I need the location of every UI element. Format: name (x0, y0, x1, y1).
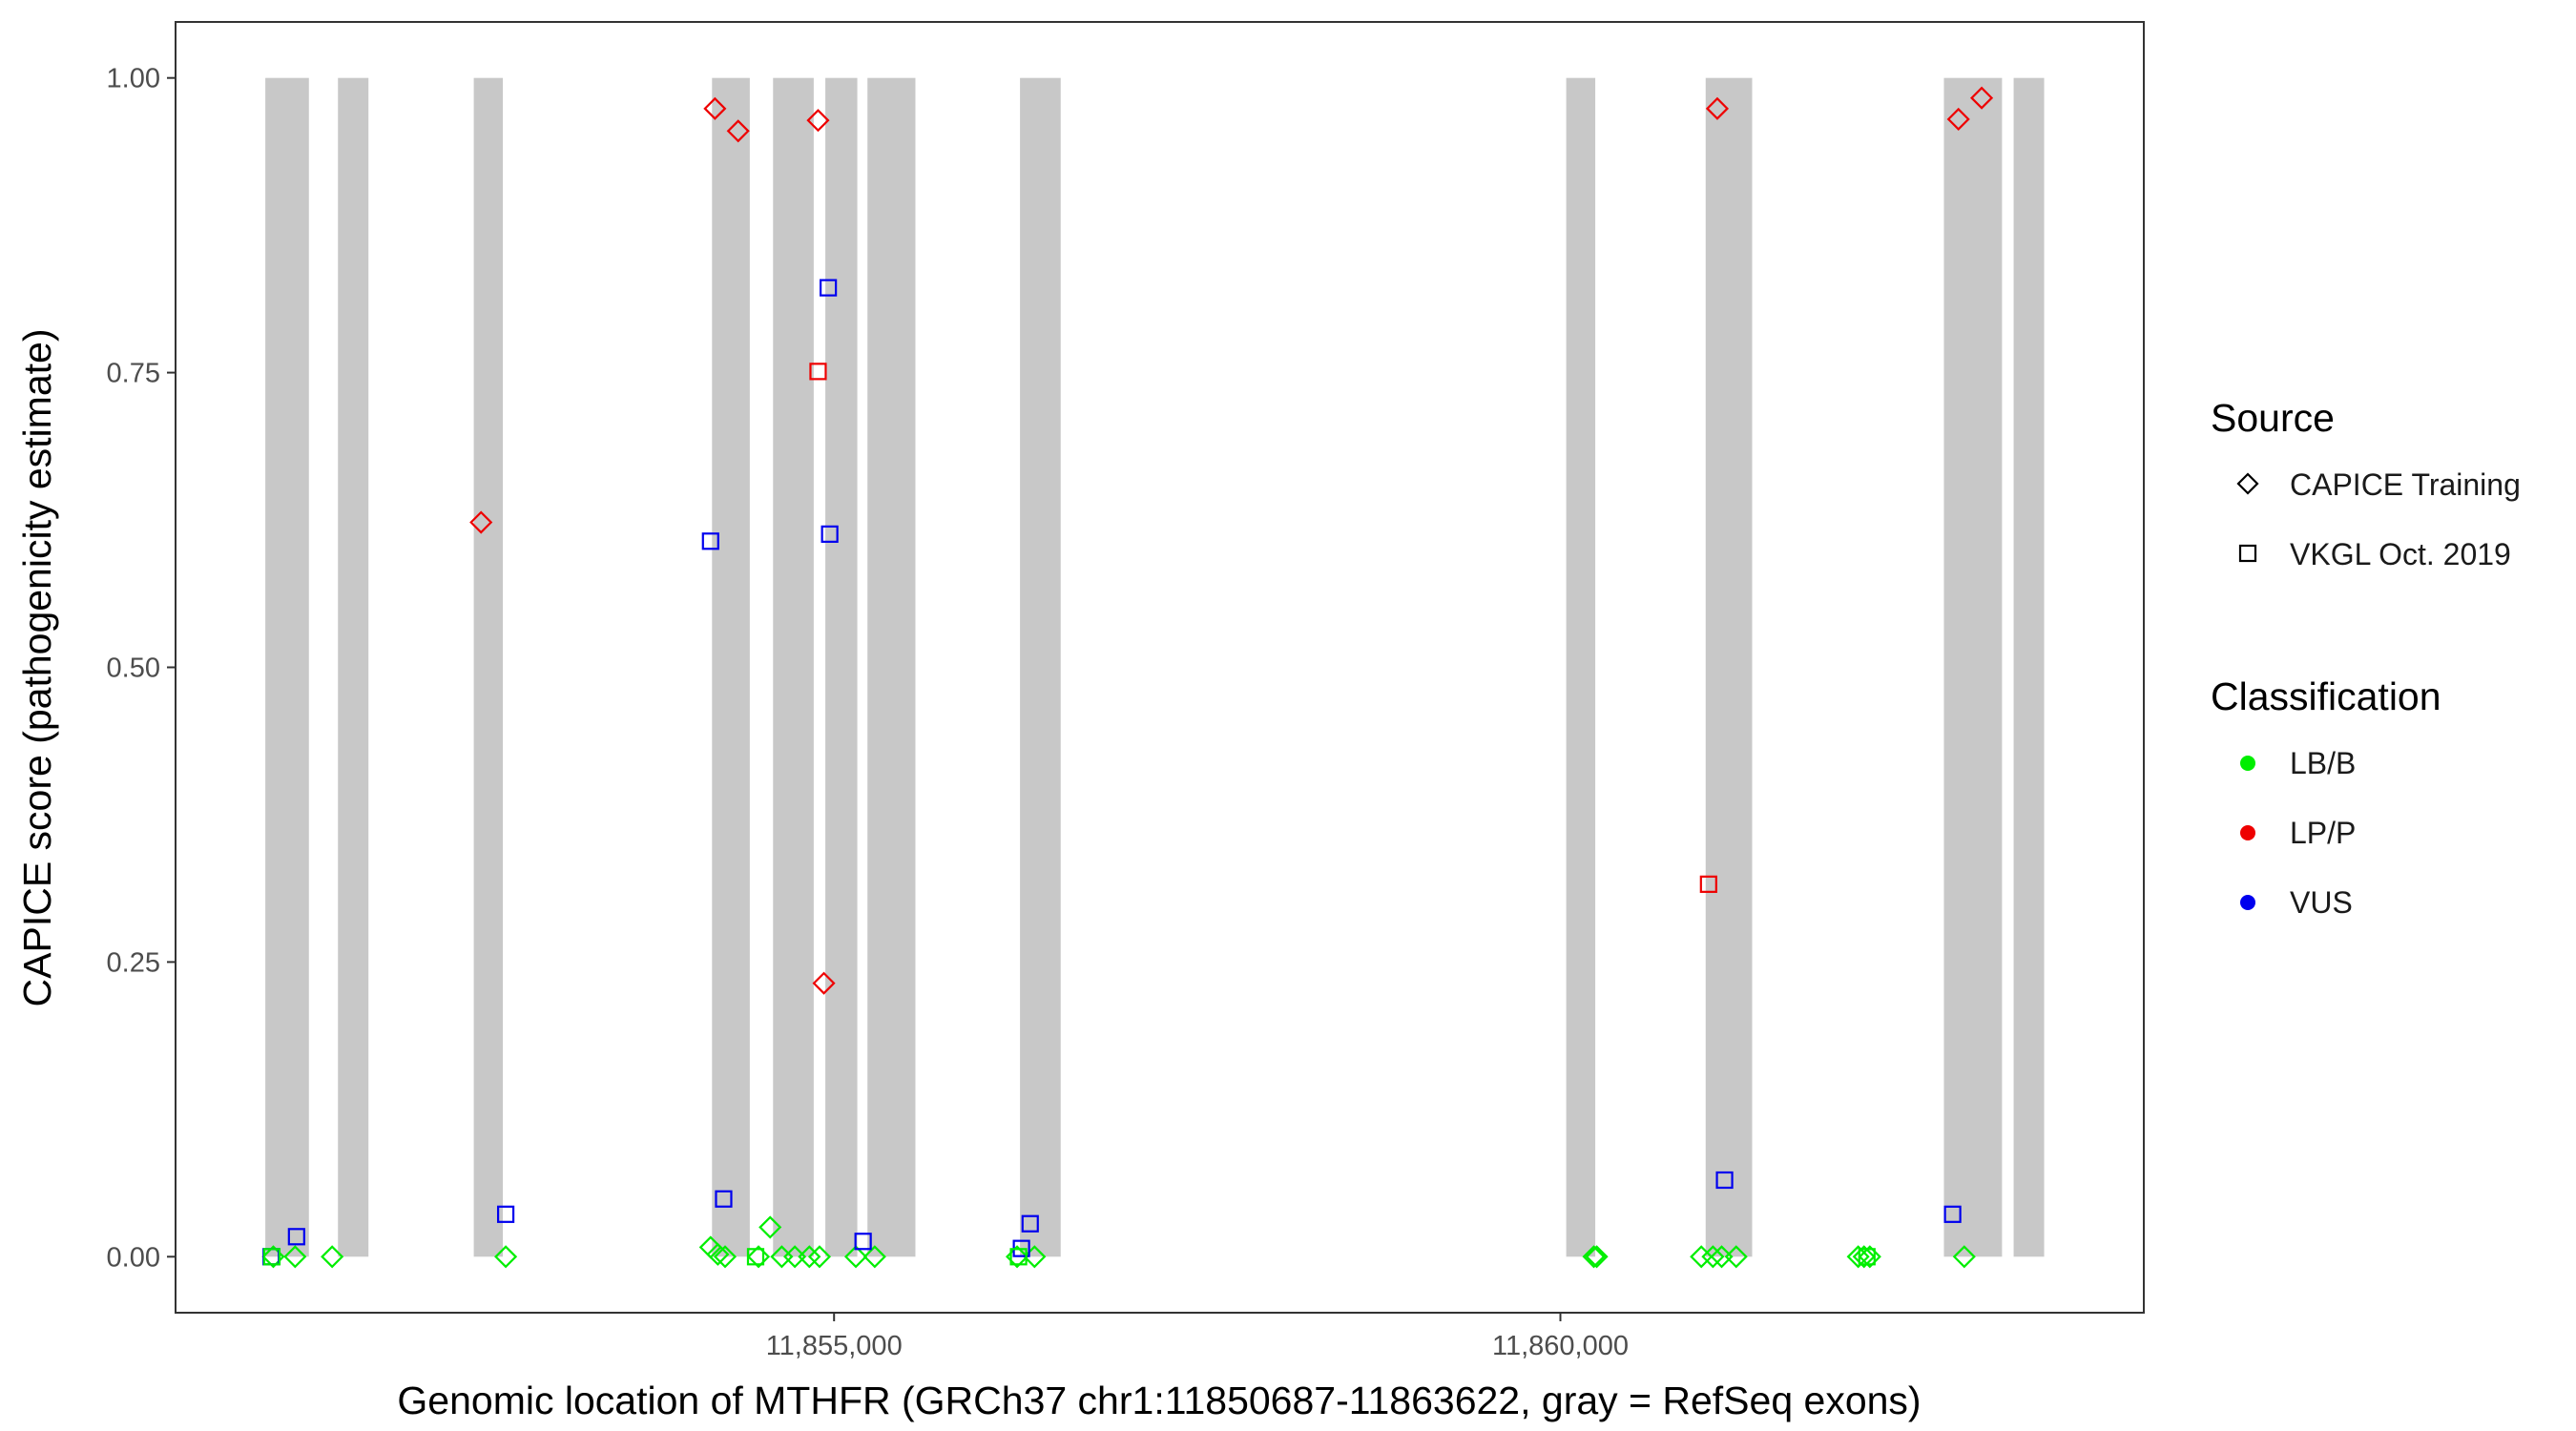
exon-bands (265, 77, 2045, 1257)
x-tick-label: 11,860,000 (1492, 1331, 1629, 1361)
diamond-point (321, 1245, 344, 1269)
square-point (1009, 1248, 1028, 1266)
y-tick-label: 1.00 (107, 64, 160, 94)
blue-dot-key-icon (2240, 895, 2255, 910)
legend-classification-title: Classification (2211, 674, 2441, 718)
legend-label-capice-training: CAPICE Training (2290, 467, 2521, 502)
exon-band (825, 77, 858, 1257)
diamond-point (1858, 1245, 1881, 1269)
diamond-point (1952, 1245, 1976, 1269)
square-point (809, 363, 827, 381)
exon-band (1705, 77, 1753, 1257)
square-point (1699, 875, 1717, 893)
legend-item-capice-training: CAPICE Training (2236, 467, 2521, 502)
diamond-point (1701, 1245, 1725, 1269)
legend-item-vus: VUS (2240, 885, 2353, 920)
legend-item-lp-p: LP/P (2240, 816, 2356, 850)
exon-band (1566, 77, 1596, 1257)
legend-label-vkgl: VKGL Oct. 2019 (2290, 537, 2511, 571)
green-dot-key-icon (2240, 756, 2255, 771)
y-tick-label: 0.00 (107, 1242, 160, 1273)
diamond-point (806, 109, 830, 133)
diamond-point (746, 1245, 771, 1269)
diamond-point (469, 510, 493, 534)
y-tick-label: 0.75 (107, 359, 160, 389)
square-point (820, 279, 838, 297)
diamond-point (758, 1215, 782, 1239)
y-tick-label: 0.50 (107, 653, 160, 684)
legend: Source CAPICE Training VKGL Oct. 2019 Cl… (2211, 396, 2521, 920)
diamond-point (1946, 107, 1970, 131)
legend-label-lp-p: LP/P (2290, 816, 2356, 850)
diamond-point (1846, 1245, 1870, 1269)
diamond-point (812, 971, 836, 995)
exon-band (2013, 77, 2045, 1257)
diamond-point (1585, 1245, 1609, 1269)
legend-item-vkgl: VKGL Oct. 2019 (2238, 537, 2511, 571)
exon-band (265, 77, 309, 1257)
square-point (746, 1248, 765, 1266)
square-point (262, 1248, 281, 1266)
diamond-point (706, 1242, 730, 1266)
square-point (287, 1228, 305, 1246)
legend-label-vus: VUS (2290, 885, 2353, 920)
square-point (1715, 1171, 1734, 1190)
diamond-point (494, 1245, 518, 1269)
square-point (821, 525, 839, 543)
plot-panel-border (175, 21, 2145, 1314)
legend-source-title: Source (2211, 396, 2335, 440)
exon-band (1943, 77, 2003, 1257)
square-point (1021, 1214, 1039, 1233)
exon-band (338, 77, 369, 1257)
x-tick-label: 11,855,000 (766, 1331, 903, 1361)
diamond-point (1705, 96, 1730, 120)
diamond-point (1690, 1245, 1714, 1269)
diamond-point (1023, 1245, 1047, 1269)
y-axis-title: CAPICE score (pathogenicity estimate) (15, 329, 59, 1007)
square-point (1858, 1248, 1876, 1266)
square-point (701, 532, 719, 550)
diamond-point (283, 1245, 307, 1269)
red-dot-key-icon (2240, 825, 2255, 840)
legend-label-lb-b: LB/B (2290, 746, 2356, 780)
exon-band (1020, 77, 1061, 1257)
diamond-point (726, 119, 750, 143)
square-point (496, 1205, 515, 1223)
square-point (715, 1190, 733, 1208)
y-tick-label: 0.25 (107, 947, 160, 978)
exon-band (473, 77, 504, 1257)
data-points (261, 86, 1994, 1269)
legend-item-lb-b: LB/B (2240, 746, 2356, 780)
x-axis-title: Genomic location of MTHFR (GRCh37 chr1:1… (397, 1379, 1921, 1422)
diamond-point (807, 1245, 832, 1269)
axes: 0.00 0.25 0.50 0.75 1.00 11,855,000 11,860,000 (107, 64, 1629, 1361)
square-point (854, 1233, 872, 1251)
diamond-point (843, 1245, 868, 1269)
exon-band (773, 77, 814, 1257)
diamond-point (1852, 1245, 1876, 1269)
square-point (1943, 1205, 1962, 1223)
diamond-point (713, 1245, 737, 1269)
diamond-point (862, 1245, 886, 1269)
diamond-key-icon (2236, 472, 2259, 495)
diamond-point (703, 96, 727, 120)
exon-band (712, 77, 750, 1257)
square-key-icon (2238, 544, 2257, 563)
diamond-point (798, 1245, 821, 1269)
diamond-point (1582, 1245, 1606, 1269)
exon-band (867, 77, 916, 1257)
diamond-point (1970, 86, 1994, 110)
diamond-point (1724, 1245, 1748, 1269)
